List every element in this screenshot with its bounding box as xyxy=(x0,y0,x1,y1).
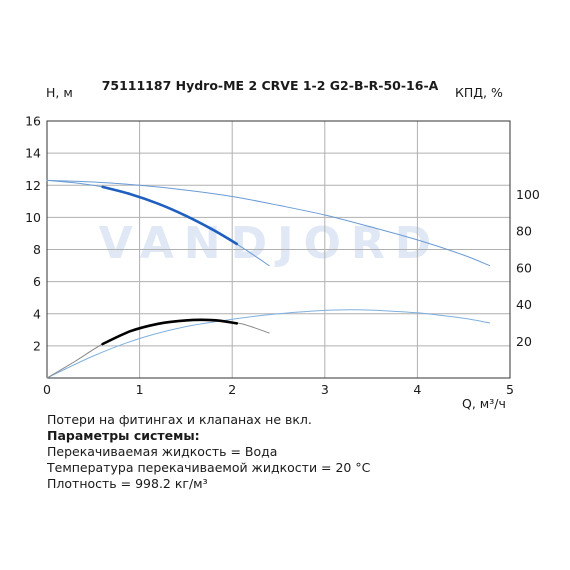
x-tick-label-3: 3 xyxy=(321,382,329,397)
y-tick-label-0: 2 xyxy=(33,338,41,353)
curves xyxy=(46,179,491,379)
x-tick-label-0: 0 xyxy=(43,382,51,397)
x-tick-label-1: 1 xyxy=(136,382,144,397)
watermark-logo: VANDJORD xyxy=(99,218,442,269)
note-losses: Потери на фитингах и клапанах не вкл. xyxy=(47,412,312,427)
y-right-tick-label-2: 60 xyxy=(516,260,532,275)
y-tick-label-2: 6 xyxy=(33,274,41,289)
pump-performance-chart: 75111187 Hydro-ME 2 CRVE 1-2 G2-B-R-50-1… xyxy=(25,78,540,410)
head-curve-max-speed xyxy=(46,179,491,267)
x-tick-label-2: 2 xyxy=(228,382,236,397)
notes-block: Потери на фитингах и клапанах не вкл. Па… xyxy=(47,412,370,492)
y-right-axis-label: КПД, % xyxy=(455,85,503,100)
head-curve-operating xyxy=(101,185,239,246)
x-tick-label-5: 5 xyxy=(506,382,514,397)
y-right-tick-label-4: 100 xyxy=(516,187,540,202)
plot-frame xyxy=(46,120,511,379)
axes xyxy=(46,120,511,379)
y-tick-label-6: 14 xyxy=(25,146,41,161)
y-tick-label-5: 12 xyxy=(25,178,41,193)
y-tick-label-1: 4 xyxy=(33,306,41,321)
y-right-tick-label-1: 40 xyxy=(516,297,532,312)
x-axis-label: Q, м³/ч xyxy=(462,396,506,410)
note-system-params-heading: Параметры системы: xyxy=(47,428,200,443)
chart-title: 75111187 Hydro-ME 2 CRVE 1-2 G2-B-R-50-1… xyxy=(102,78,439,93)
efficiency-curve-system xyxy=(46,319,270,379)
y-tick-label-3: 8 xyxy=(33,242,41,257)
y-tick-label-4: 10 xyxy=(25,210,41,225)
efficiency-curve-operating xyxy=(101,318,239,346)
note-density: Плотность = 998.2 кг/м³ xyxy=(47,476,208,491)
y-right-tick-label-3: 80 xyxy=(516,224,532,239)
x-tick-label-4: 4 xyxy=(413,382,421,397)
note-temperature: Температура перекачиваемой жидкости = 20… xyxy=(47,460,371,475)
grid xyxy=(47,120,510,378)
note-liquid: Перекачиваемая жидкость = Вода xyxy=(47,444,278,459)
y-tick-label-7: 16 xyxy=(25,114,41,129)
efficiency-curve-max-speed xyxy=(46,309,491,379)
y-right-tick-label-0: 20 xyxy=(516,334,532,349)
y-axis-label: H, м xyxy=(46,85,73,100)
